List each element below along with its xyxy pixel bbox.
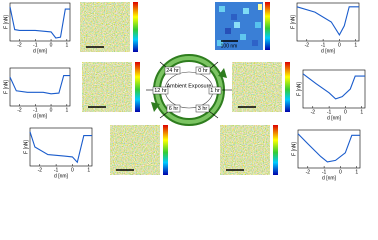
x-axis-label: d [nm] [54,173,69,179]
afm-map [232,62,282,112]
x-tick-label: 0 [338,42,341,48]
plot-frame [297,129,361,169]
afm-map [80,2,130,52]
force-curve [297,133,360,163]
scale-label: 100 nm [221,43,238,49]
force-plot: -2 -1 0 1 d [nm] F [nN] [23,127,93,179]
force-plot: -2 -1 0 1 d [nm] F [nN] [290,2,360,54]
y-axis-label: F [nN] [290,15,296,29]
x-tick-label: 1 [360,109,363,115]
x-tick-label: 0 [339,169,342,175]
x-axis-label: d [nm] [327,115,342,121]
force-curve [9,75,70,95]
force-curve [296,6,359,36]
x-tick-label: 0 [50,107,53,113]
x-tick-label: -1 [54,167,59,173]
y-axis-label: F [nN] [296,82,302,96]
time-label: 0 hr [198,68,208,74]
plot-frame [29,127,93,167]
time-label: 1 hr [210,88,220,94]
plot-frame [9,67,71,107]
x-tick-label: -1 [33,42,38,48]
x-tick-label: -2 [17,107,22,113]
colorbar [135,62,140,112]
x-axis-label: d [nm] [322,175,337,181]
time-label: 6 hr [169,106,179,112]
x-tick-label: 0 [71,167,74,173]
plot-frame [9,2,71,42]
x-tick-label: 0 [50,42,53,48]
x-axis-label: d [nm] [321,48,336,54]
y-axis-label: F [nN] [291,142,297,156]
x-tick-label: 1 [65,42,68,48]
x-tick-label: -2 [305,42,310,48]
x-tick-label: -2 [311,109,316,115]
y-axis-label: F [nN] [3,80,9,94]
maps [80,2,290,175]
time-label: 12 hr [154,88,167,94]
afm-map [110,125,160,175]
colorbar [133,2,138,52]
force-plot: -2 -1 0 1 d [nm] F [nN] [291,129,361,181]
y-axis-label: F [nN] [3,15,9,29]
force-curve [302,73,365,100]
time-label: 24 hr [166,68,179,74]
colorbar [273,125,278,175]
x-axis-label: d [nm] [33,48,48,54]
x-tick-label: -1 [327,109,332,115]
colorbar [163,125,168,175]
plots: -2 -1 0 1 d [nm] F [nN] -2 -1 0 1 d [nm] F [nN] -2 -1… [3,2,366,181]
y-axis-label: F [nN] [23,140,29,154]
x-tick-label: -2 [306,169,311,175]
x-tick-label: -2 [17,42,22,48]
afm-map [220,125,270,175]
x-tick-label: -1 [322,169,327,175]
x-tick-label: 0 [344,109,347,115]
x-axis-label: d [nm] [33,113,48,119]
x-tick-label: 1 [355,169,358,175]
force-plot: -2 -1 0 1 d [nm] F [nN] [3,67,71,119]
force-plot: -2 -1 0 1 d [nm] F [nN] [296,69,366,121]
x-tick-label: 1 [87,167,90,173]
force-curve [9,6,70,39]
x-tick-label: 1 [354,42,357,48]
x-tick-label: 1 [65,107,68,113]
time-label: 3 hr [198,106,208,112]
afm-map [82,62,132,112]
force-plot: -2 -1 0 1 d [nm] F [nN] [3,2,71,54]
cycle: Ambient Exposure 0 hr 1 hr 3 hr 6 hr 12 … [146,54,232,126]
force-curve [29,131,92,164]
x-tick-label: -2 [38,167,43,173]
plot-frame [296,2,360,42]
x-tick-label: -1 [321,42,326,48]
figure: 100 nm Ambient Exposure 0 hr 1 hr 3 hr 6… [3,2,366,181]
center-title: Ambient Exposure [167,83,212,89]
x-tick-label: -1 [33,107,38,113]
map-blue: 100 nm [215,2,270,50]
colorbar [285,62,290,112]
